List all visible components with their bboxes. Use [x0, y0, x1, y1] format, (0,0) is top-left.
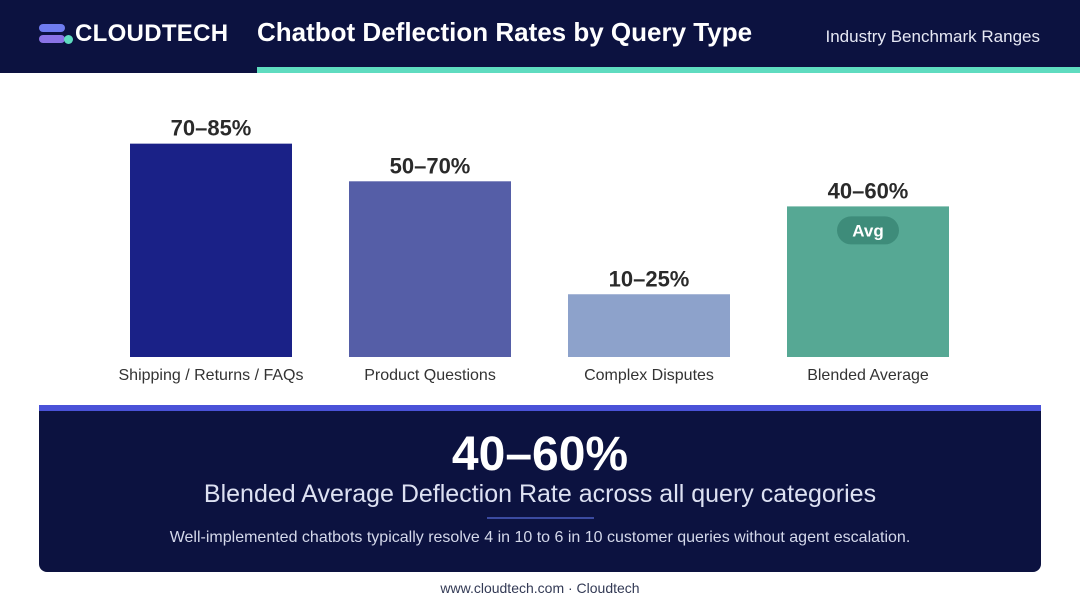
summary-panel: 40–60% Blended Average Deflection Rate a…: [39, 405, 1041, 572]
summary-description: Well-implemented chatbots typically reso…: [169, 529, 911, 546]
data-label-blended-average: 40–60%: [828, 178, 909, 203]
logo: CLOUDTECH: [39, 20, 228, 48]
bar-chart-svg: 70–85% Shipping / Returns / FAQs 50–70% Pro…: [119, 116, 949, 384]
page-title: Chatbot Deflection Rates by Query Type: [257, 17, 753, 47]
logo-text: CLOUDTECH: [75, 20, 229, 47]
summary-label: Blended Average Deflection Rate across a…: [203, 480, 877, 508]
bar-chart: 70–85% Shipping / Returns / FAQs 50–70% Pro…: [0, 73, 1080, 403]
data-label-complex-disputes: 10–25%: [609, 266, 690, 291]
summary-divider: [487, 517, 594, 519]
category-label-product-questions: Product Questions: [364, 367, 496, 384]
header-bar: CLOUDTECH Chatbot Deflection Rates by Qu…: [0, 0, 1080, 73]
category-label-shipping-returns-faqs: Shipping / Returns / FAQs: [119, 367, 304, 384]
avg-badge: [837, 216, 899, 245]
summary-value: 40–60%: [451, 428, 629, 481]
bar-complex-disputes: [568, 294, 730, 357]
data-label-product-questions: 50–70%: [390, 153, 471, 178]
cloudtech-logo-icon: [39, 22, 73, 46]
bar-product-questions: [349, 181, 511, 357]
category-label-blended-average: Blended Average: [807, 367, 929, 384]
summary-accent-line: [39, 405, 1041, 411]
avg-badge-text: Avg: [852, 221, 884, 240]
page-subtitle: Industry Benchmark Ranges: [825, 27, 1041, 46]
data-label-shipping-returns-faqs: 70–85%: [171, 116, 252, 141]
header-accent-line: [257, 67, 1080, 73]
category-label-complex-disputes: Complex Disputes: [584, 367, 714, 384]
bar-shipping-returns-faqs: [130, 143, 292, 357]
footer-text: www.cloudtech.com · Cloudtech: [440, 580, 640, 596]
